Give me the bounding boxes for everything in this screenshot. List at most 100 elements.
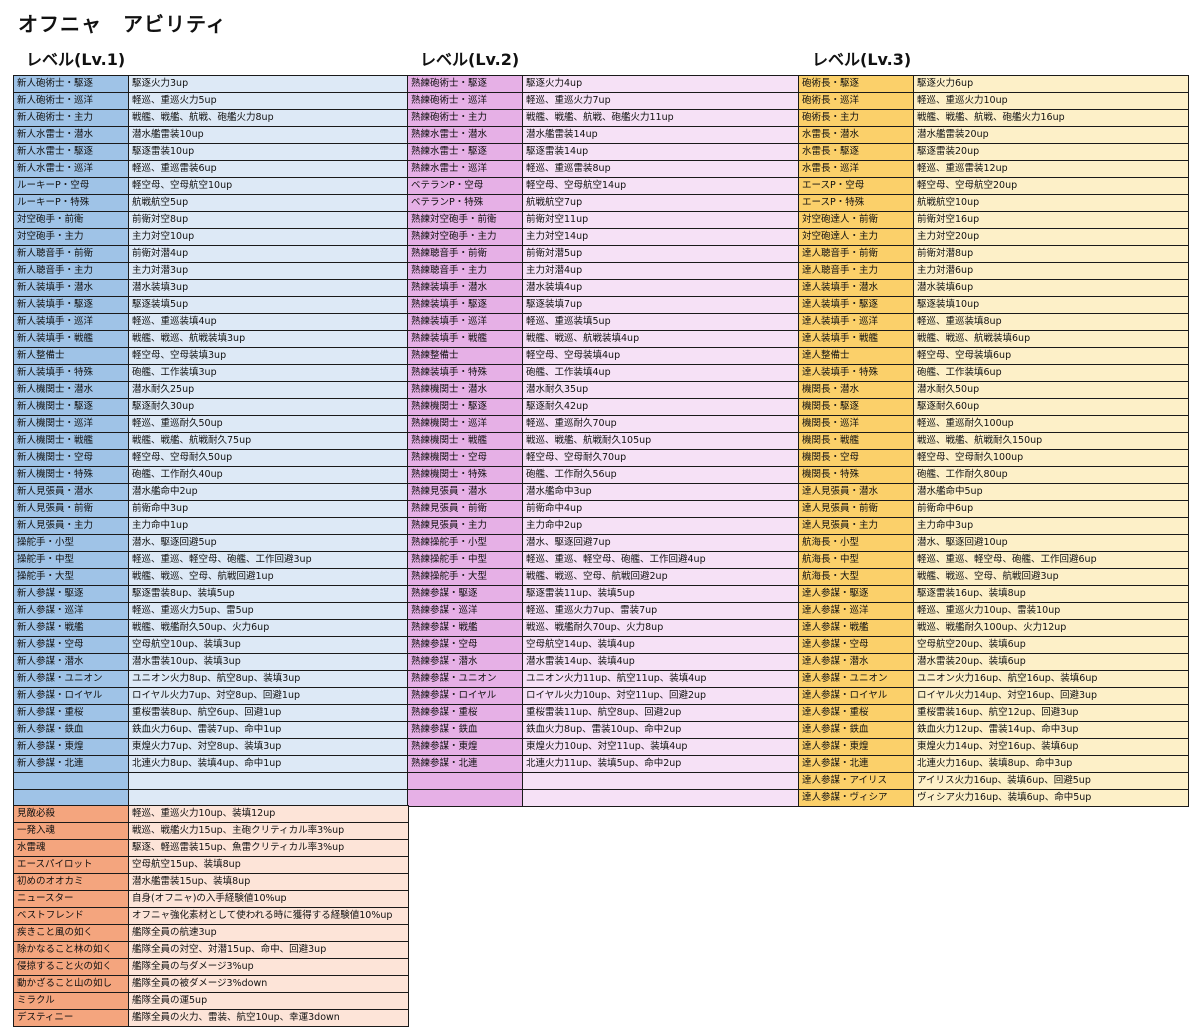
table-row: 新人機関士・駆逐 駆逐耐久30up (13, 398, 409, 416)
ability-name-cell: 新人機関士・潜水 (13, 381, 129, 399)
ability-name-cell: 新人参謀・空母 (13, 636, 129, 654)
table-row: 熟練参謀・ロイヤル ロイヤル火力10up、対空11up、回避2up (407, 687, 799, 705)
ability-name-cell: 新人聴音手・前衛 (13, 245, 129, 263)
ability-name-cell: 達人装填手・巡洋 (798, 313, 914, 331)
ability-effect-cell: 主力命中2up (522, 517, 799, 535)
ability-name-cell: 熟練聴音手・前衛 (407, 245, 523, 263)
ability-name-cell: 熟練見張員・主力 (407, 517, 523, 535)
ability-effect-cell: 北連火力16up、装填8up、命中3up (913, 755, 1189, 773)
ability-name-cell: 達人見張員・潜水 (798, 483, 914, 501)
ability-name-cell: 熟練参謀・駆逐 (407, 585, 523, 603)
ability-effect-cell: 潜水耐久35up (522, 381, 799, 399)
ability-name-cell: 熟練水雷士・巡洋 (407, 160, 523, 178)
ability-effect-cell: 軽空母、空母耐久70up (522, 449, 799, 467)
table-row: 熟練機関士・特殊 砲艦、工作耐久56up (407, 466, 799, 484)
table-row (13, 789, 409, 807)
table-row: 達人装填手・巡洋 軽巡、重巡装填8up (798, 313, 1189, 331)
table-row: 達人見張員・前衛 前衛命中6up (798, 500, 1189, 518)
ability-effect-cell: 軽巡、重巡、軽空母、砲艦、工作回避6up (913, 551, 1189, 569)
ability-name-cell: 対空砲達人・前衛 (798, 211, 914, 229)
ability-name-cell: 新人見張員・前衛 (13, 500, 129, 518)
table-row: ベストフレンド オフニャ強化素材として使われる時に獲得する経験値10%up (13, 907, 409, 925)
ability-effect-cell: 砲艦、工作耐久80up (913, 466, 1189, 484)
table-row: 機関長・巡洋 軽巡、重巡耐久100up (798, 415, 1189, 433)
level1-heading: レベル(Lv.1) (26, 50, 126, 69)
table-row: 新人機関士・戦艦 戦艦、戦艦、航戦耐久75up (13, 432, 409, 450)
table-row: 新人参謀・ユニオン ユニオン火力8up、航空8up、装填3up (13, 670, 409, 688)
ability-effect-cell (522, 789, 799, 807)
table-row: 達人装填手・戦艦 戦艦、戦巡、航戦装填6up (798, 330, 1189, 348)
ability-name-cell: 新人参謀・東煌 (13, 738, 129, 756)
ability-name-cell: 熟練対空砲手・前衛 (407, 211, 523, 229)
ability-effect-cell: 戦艦、戦巡、航戦装填3up (128, 330, 409, 348)
table-row: 熟練装填手・特殊 砲艦、工作装填4up (407, 364, 799, 382)
ability-name-cell: 新人整備士 (13, 347, 129, 365)
table-row: 新人機関士・潜水 潜水耐久25up (13, 381, 409, 399)
ability-name-cell: 熟練参謀・東煌 (407, 738, 523, 756)
level3-heading: レベル(Lv.3) (812, 50, 912, 69)
ability-effect-cell: 潜水艦雷装14up (522, 126, 799, 144)
table-row: 達人参謀・重桜 重桜雷装16up、航空12up、回避3up (798, 704, 1189, 722)
ability-effect-cell: 軽巡、重巡火力10up、装填12up (128, 805, 409, 823)
ability-effect-cell: 砲艦、工作装填4up (522, 364, 799, 382)
ability-name-cell: 熟練見張員・前衛 (407, 500, 523, 518)
ability-name-cell: 侵掠すること火の如く (13, 958, 129, 976)
ability-effect-cell: 東煌火力14up、対空16up、装填6up (913, 738, 1189, 756)
ability-effect-cell: 軽巡、重巡雷装12up (913, 160, 1189, 178)
ability-name-cell: エースP・特殊 (798, 194, 914, 212)
ability-effect-cell: 砲艦、工作装填3up (128, 364, 409, 382)
ability-name-cell: 熟練水雷士・潜水 (407, 126, 523, 144)
table-row: 熟練装填手・駆逐 駆逐装填7up (407, 296, 799, 314)
ability-effect-cell: 空母航空10up、装填3up (128, 636, 409, 654)
ability-name-cell: 新人装填手・潜水 (13, 279, 129, 297)
ability-name-cell: 新人砲術士・巡洋 (13, 92, 129, 110)
table-row: 砲術長・主力 戦艦、戦艦、航戦、砲艦火力16up (798, 109, 1189, 127)
ability-name-cell: 航海長・小型 (798, 534, 914, 552)
table-row: 達人見張員・主力 主力命中3up (798, 517, 1189, 535)
ability-name-cell: 操舵手・大型 (13, 568, 129, 586)
ability-name-cell: 熟練機関士・空母 (407, 449, 523, 467)
table-row: 新人機関士・特殊 砲艦、工作耐久40up (13, 466, 409, 484)
table-row: エースP・空母 軽空母、空母航空20up (798, 177, 1189, 195)
ability-effect-cell: 潜水艦雷装15up、装填8up (128, 873, 409, 891)
ability-name-cell: 達人聴音手・主力 (798, 262, 914, 280)
ability-name-cell: 熟練参謀・重桜 (407, 704, 523, 722)
ability-effect-cell: 戦巡、戦艦、航戦耐久150up (913, 432, 1189, 450)
table-row: 新人装填手・巡洋 軽巡、重巡装填4up (13, 313, 409, 331)
table-row: 除かなること林の如く 艦隊全員の対空、対潜15up、命中、回避3up (13, 941, 409, 959)
ability-effect-cell: 主力対潜4up (522, 262, 799, 280)
table-row: 新人参謀・潜水 潜水雷装10up、装填3up (13, 653, 409, 671)
ability-effect-cell: 潜水艦雷装20up (913, 126, 1189, 144)
table-row: エースパイロット 空母航空15up、装填8up (13, 856, 409, 874)
ability-name-cell: 熟練参謀・戦艦 (407, 619, 523, 637)
table-row: 熟練操舵手・中型 軽巡、重巡、軽空母、砲艦、工作回避4up (407, 551, 799, 569)
table-row (407, 772, 799, 790)
table-row: 新人聴音手・前衛 前衛対潜4up (13, 245, 409, 263)
table-row: 熟練砲術士・駆逐 駆逐火力4up (407, 75, 799, 93)
ability-name-cell: 熟練機関士・特殊 (407, 466, 523, 484)
level2-heading: レベル(Lv.2) (420, 50, 520, 69)
table-row: ミラクル 艦隊全員の運5up (13, 992, 409, 1010)
ability-name-cell: 達人装填手・特殊 (798, 364, 914, 382)
ability-name-cell: 熟練水雷士・駆逐 (407, 143, 523, 161)
ability-name-cell: 達人整備士 (798, 347, 914, 365)
table-row: 動かざること山の如し 艦隊全員の被ダメージ3%down (13, 975, 409, 993)
table-row: 熟練参謀・駆逐 駆逐雷装11up、装填5up (407, 585, 799, 603)
ability-name-cell: 一発入魂 (13, 822, 129, 840)
ability-effect-cell: 重桜雷装16up、航空12up、回避3up (913, 704, 1189, 722)
table-row: 新人参謀・東煌 東煌火力7up、対空8up、装填3up (13, 738, 409, 756)
table-row: 新人聴音手・主力 主力対潜3up (13, 262, 409, 280)
ability-name-cell: 新人装填手・巡洋 (13, 313, 129, 331)
ability-name-cell: 達人装填手・駆逐 (798, 296, 914, 314)
table-row: 熟練参謀・鉄血 鉄血火力8up、雷装10up、命中2up (407, 721, 799, 739)
ability-effect-cell: 鉄血火力12up、雷装14up、命中3up (913, 721, 1189, 739)
ability-name-cell: 操舵手・小型 (13, 534, 129, 552)
ability-name-cell: 熟練砲術士・主力 (407, 109, 523, 127)
table-row: 熟練装填手・潜水 潜水装填4up (407, 279, 799, 297)
ability-effect-cell: 軽空母、空母耐久50up (128, 449, 409, 467)
ability-name-cell: 水雷魂 (13, 839, 129, 857)
ability-effect-cell: 艦隊全員の火力、雷装、航空10up、幸運3down (128, 1009, 409, 1027)
ability-effect-cell: 鉄血火力8up、雷装10up、命中2up (522, 721, 799, 739)
table-row: 熟練参謀・東煌 東煌火力10up、対空11up、装填4up (407, 738, 799, 756)
ability-name-cell: 達人見張員・主力 (798, 517, 914, 535)
